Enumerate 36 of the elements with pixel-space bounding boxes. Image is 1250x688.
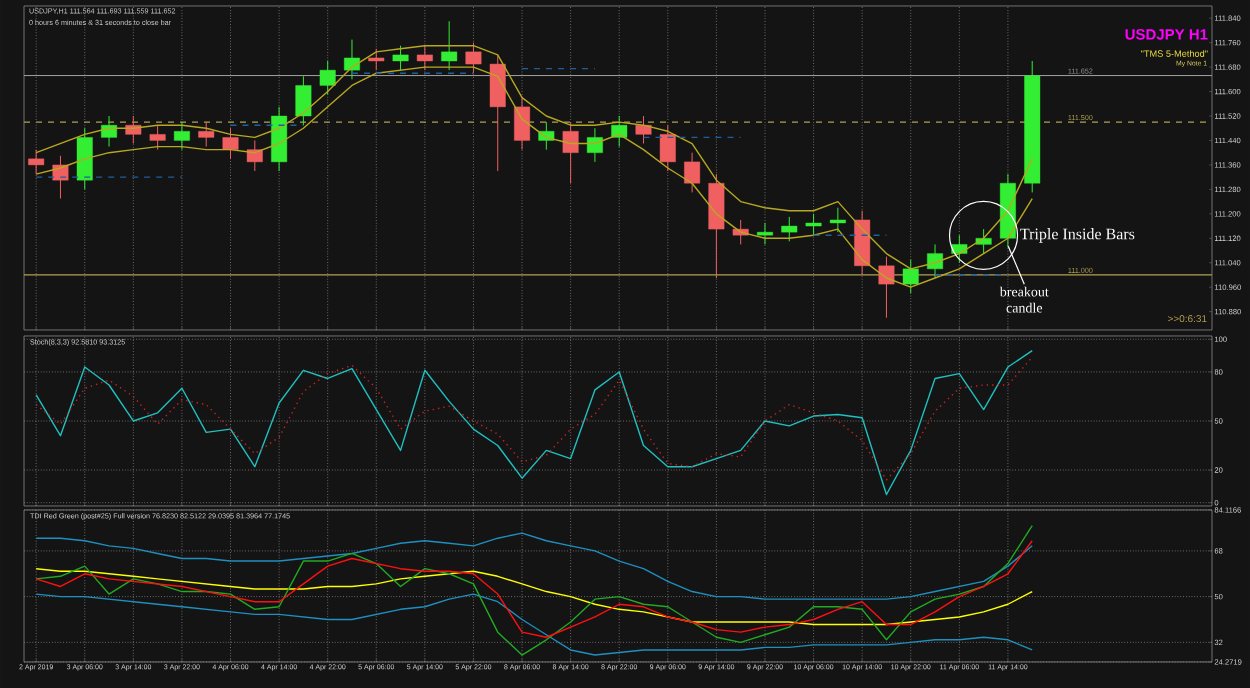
candlestick bbox=[757, 222, 773, 245]
candlestick bbox=[76, 127, 93, 190]
candlestick bbox=[441, 20, 458, 71]
candlestick bbox=[344, 39, 360, 80]
candlestick bbox=[173, 121, 190, 151]
candlestick bbox=[586, 127, 603, 163]
candlestick bbox=[222, 127, 239, 160]
candlestick bbox=[101, 115, 118, 148]
candlestick bbox=[514, 97, 531, 151]
candlestick bbox=[489, 54, 506, 172]
candlestick bbox=[416, 45, 433, 71]
annotation: Triple Inside Bars bbox=[1020, 228, 1135, 243]
candlestick bbox=[149, 124, 166, 151]
candlestick bbox=[392, 45, 409, 71]
candlestick bbox=[562, 121, 579, 184]
candlestick bbox=[902, 259, 919, 294]
line-series bbox=[35, 524, 1033, 656]
candlestick bbox=[271, 106, 288, 172]
candlestick bbox=[708, 173, 725, 279]
candlestick bbox=[28, 149, 45, 175]
candlestick bbox=[198, 121, 215, 148]
candlestick bbox=[927, 243, 944, 279]
candlestick bbox=[975, 228, 992, 255]
candlestick bbox=[295, 75, 312, 126]
candlestick bbox=[635, 115, 652, 145]
candlestick bbox=[781, 216, 798, 242]
candlestick bbox=[854, 210, 871, 276]
candlestick bbox=[829, 207, 846, 233]
candlestick bbox=[368, 48, 385, 71]
candlestick bbox=[659, 124, 676, 172]
candlestick bbox=[684, 152, 701, 193]
candlestick bbox=[465, 42, 482, 74]
candlestick bbox=[319, 60, 336, 96]
candlestick bbox=[878, 256, 895, 319]
candlestick bbox=[805, 213, 822, 236]
candlestick bbox=[611, 115, 628, 148]
